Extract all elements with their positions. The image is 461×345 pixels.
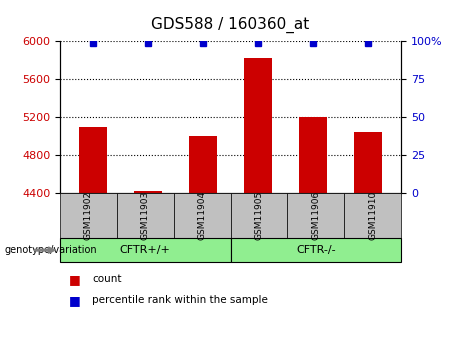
Text: GSM11902: GSM11902 xyxy=(84,191,93,240)
Bar xyxy=(189,136,217,193)
Bar xyxy=(299,117,327,193)
Text: CFTR+/+: CFTR+/+ xyxy=(120,245,171,255)
Bar xyxy=(79,127,106,193)
Text: ■: ■ xyxy=(69,294,81,307)
Bar xyxy=(355,132,382,193)
Text: GSM11904: GSM11904 xyxy=(198,191,207,240)
Text: CFTR-/-: CFTR-/- xyxy=(296,245,336,255)
Text: GSM11903: GSM11903 xyxy=(141,191,150,240)
Bar xyxy=(134,191,162,193)
Text: GSM11906: GSM11906 xyxy=(311,191,320,240)
Text: GSM11905: GSM11905 xyxy=(254,191,263,240)
Bar xyxy=(244,58,272,193)
Text: percentile rank within the sample: percentile rank within the sample xyxy=(92,295,268,305)
Text: genotype/variation: genotype/variation xyxy=(5,245,97,255)
Text: count: count xyxy=(92,275,122,284)
Text: GDS588 / 160360_at: GDS588 / 160360_at xyxy=(151,17,310,33)
Text: ■: ■ xyxy=(69,273,81,286)
Text: GSM11910: GSM11910 xyxy=(368,191,377,240)
